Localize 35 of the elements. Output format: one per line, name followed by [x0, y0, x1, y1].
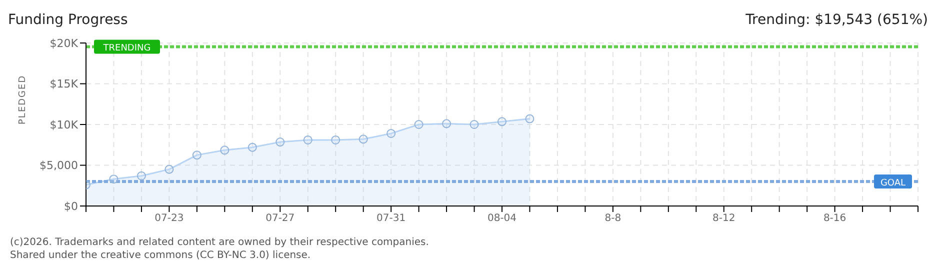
chart-subtitle: Trending: $19,543 (651%) — [746, 12, 928, 28]
point — [220, 146, 230, 155]
point — [358, 134, 368, 144]
x-tick-label: 07-27 — [266, 213, 295, 224]
point — [276, 138, 285, 147]
point — [498, 117, 506, 126]
point — [442, 119, 452, 128]
text: Shared under the creative commons (CC BY-NC 3.0) license. — [10, 249, 312, 262]
y-tick-label: $0 — [64, 200, 78, 213]
point — [136, 171, 146, 180]
x-tick-label: 8-12 — [712, 213, 736, 224]
point — [164, 164, 174, 174]
ref-line-label: GOAL — [880, 178, 906, 189]
point — [331, 135, 340, 144]
y-tick-label: $10K — [50, 118, 79, 132]
text: (c)2026. Trademarks and related content are owned by their respective companies. — [10, 236, 429, 249]
x-tick-label: 08-04 — [487, 213, 517, 224]
point — [192, 150, 202, 160]
x-tick-label: 07-23 — [154, 213, 184, 224]
point — [386, 128, 396, 138]
point — [414, 120, 424, 129]
point — [470, 120, 479, 129]
y-tick-label: $5,000 — [40, 159, 78, 172]
ref-line-label: TRENDING — [102, 44, 151, 54]
y-tick-label: $20K — [50, 36, 79, 50]
chart-title: Funding Progress — [8, 12, 128, 28]
x-tick-label: 8-16 — [823, 213, 846, 224]
y-tick-label: $15K — [50, 78, 79, 91]
x-tick-label: 07-31 — [376, 213, 406, 224]
point — [109, 174, 118, 184]
point — [248, 142, 257, 152]
x-tick-label: 8-8 — [604, 213, 622, 224]
point — [525, 114, 534, 124]
point — [303, 135, 312, 144]
y-axis-title: PLEDGED — [18, 74, 28, 124]
